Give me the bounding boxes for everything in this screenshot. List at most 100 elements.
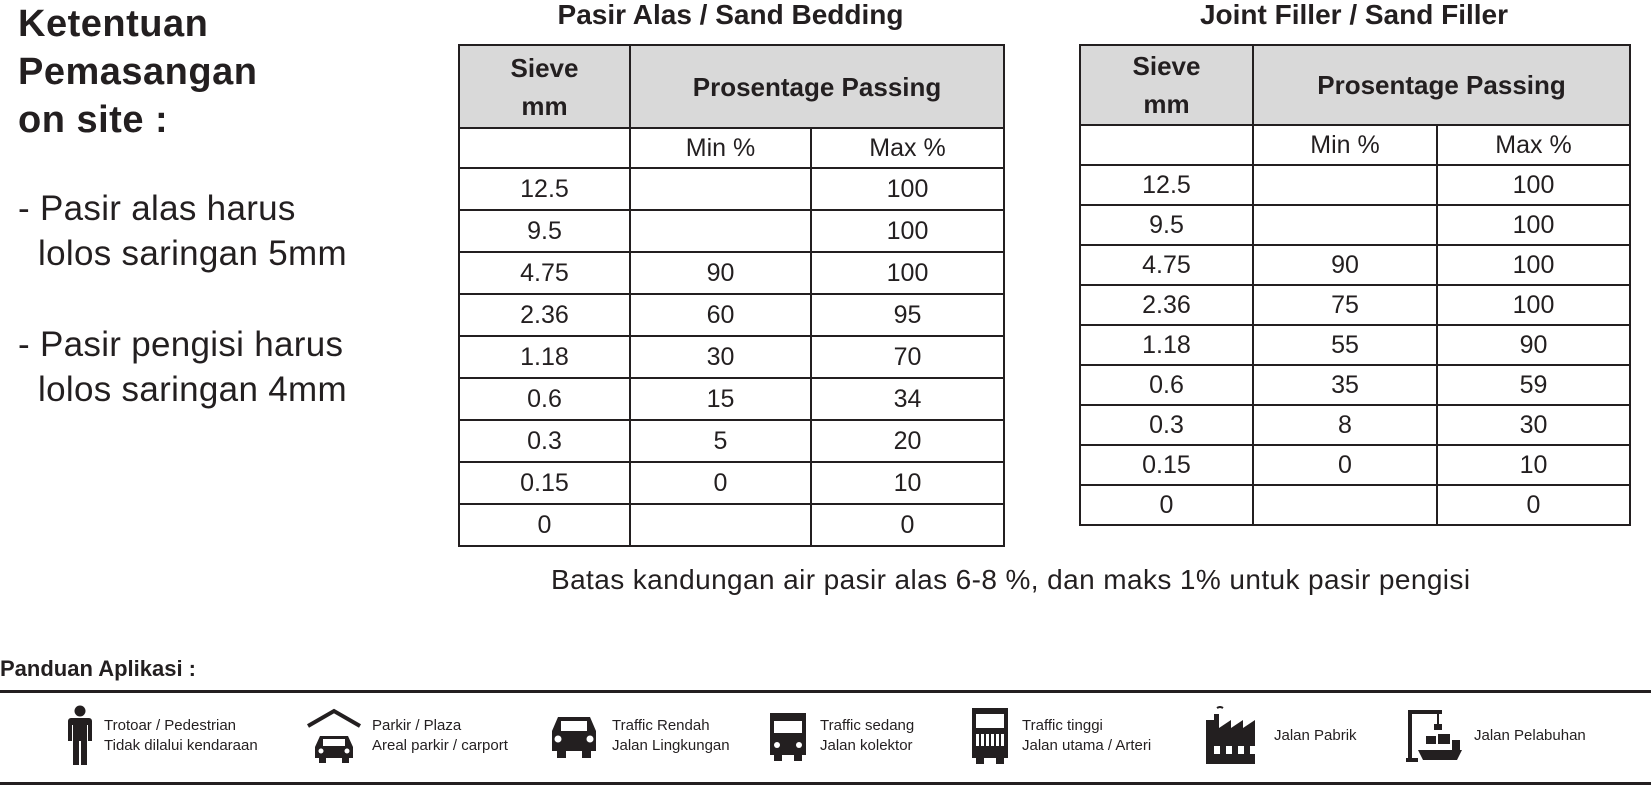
- moisture-footnote: Batas kandungan air pasir alas 6-8 %, da…: [551, 564, 1471, 595]
- application-text: Trotoar / Pedestrian Tidak dilalui kenda…: [104, 716, 258, 756]
- cell-sieve-size: 9.5: [1079, 204, 1254, 246]
- application-label: Traffic Rendah: [612, 717, 710, 734]
- page-heading: Ketentuan Pemasangan on site :: [18, 0, 257, 144]
- table-row: 1.18 30 70: [458, 335, 1006, 379]
- heading-line: on site :: [18, 99, 169, 141]
- truck-icon: [770, 713, 806, 761]
- table-row: 12.5 100: [1079, 164, 1632, 206]
- table-title: Joint Filler / Sand Filler: [1199, 0, 1509, 30]
- application-text: Jalan Pabrik: [1274, 726, 1357, 746]
- table-row: 9.5 100: [1079, 204, 1632, 246]
- cell-min-percent: 60: [629, 293, 812, 337]
- cell-max-percent: 100: [809, 167, 1006, 211]
- cell-max-percent: 0: [1435, 484, 1632, 526]
- table-body: 12.5 100 9.5 100 4.75 90 100 2.36 75 100 1.18 55 90 0…: [1079, 164, 1632, 526]
- cell-max-percent: 95: [809, 293, 1006, 337]
- cell-sieve-size: 2.36: [458, 293, 631, 337]
- cell-min-percent: 0: [1252, 444, 1438, 486]
- heavy-truck-icon: [972, 708, 1008, 764]
- cell-sieve-size: 0.15: [1079, 444, 1254, 486]
- cell-min-percent: 55: [1252, 324, 1438, 366]
- heading-line: Pemasangan: [18, 51, 258, 93]
- cell-sieve-size: 0.6: [1079, 364, 1254, 406]
- port-crane-icon: [1406, 710, 1462, 762]
- header-min: Min %: [629, 127, 812, 169]
- section-title-panduan: Panduan Aplikasi :: [0, 656, 197, 681]
- cell-max-percent: 70: [809, 335, 1006, 379]
- application-pedestrian: Trotoar / Pedestrian Tidak dilalui kenda…: [66, 704, 258, 768]
- table-row: 12.5 100: [458, 167, 1006, 211]
- cell-max-percent: 0: [809, 503, 1006, 547]
- cell-min-percent: [629, 167, 812, 211]
- cell-sieve-size: 0.6: [458, 377, 631, 421]
- pedestrian-icon: [68, 705, 92, 765]
- note-line: - Pasir pengisi harus: [18, 325, 344, 364]
- table-row: 0.15 0 10: [1079, 444, 1632, 486]
- header-empty-cell: [1079, 124, 1254, 166]
- cell-max-percent: 100: [1435, 244, 1632, 286]
- header-sieve-unit: mm: [1143, 89, 1190, 119]
- cell-min-percent: [629, 209, 812, 253]
- table-row: 0.3 8 30: [1079, 404, 1632, 446]
- cell-min-percent: [629, 503, 812, 547]
- cell-min-percent: [1252, 164, 1438, 206]
- cell-max-percent: 10: [1435, 444, 1632, 486]
- heading-line: Ketentuan: [18, 3, 209, 45]
- header-max: Max %: [809, 127, 1006, 169]
- cell-max-percent: 10: [809, 461, 1006, 505]
- table-title: Pasir Alas / Sand Bedding: [557, 0, 904, 30]
- application-label: Trotoar / Pedestrian: [104, 717, 237, 734]
- note-line: lolos saringan 5mm: [18, 234, 347, 273]
- cell-min-percent: 35: [1252, 364, 1438, 406]
- table-row: 0.3 5 20: [458, 419, 1006, 463]
- cell-sieve-size: 9.5: [458, 209, 631, 253]
- sieve-table-sand-filler: Sieve mm Prosentage Passing Min % Max % …: [1079, 44, 1632, 526]
- cell-sieve-size: 0: [458, 503, 631, 547]
- application-label: Jalan Pelabuhan: [1474, 727, 1586, 744]
- cell-sieve-size: 12.5: [1079, 164, 1254, 206]
- note-sand-bedding: - Pasir alas harus lolos saringan 5mm: [18, 186, 347, 276]
- table-row: 2.36 60 95: [458, 293, 1006, 337]
- application-text: Traffic sedang Jalan kolektor: [820, 716, 914, 756]
- cell-sieve-size: 0.3: [458, 419, 631, 463]
- cell-sieve-size: 0.3: [1079, 404, 1254, 446]
- application-sublabel: Jalan Lingkungan: [612, 737, 730, 754]
- cell-max-percent: 100: [1435, 204, 1632, 246]
- table-row: 0.15 0 10: [458, 461, 1006, 505]
- header-empty-cell: [458, 127, 631, 169]
- cell-sieve-size: 1.18: [458, 335, 631, 379]
- application-text: Jalan Pelabuhan: [1474, 726, 1586, 746]
- factory-icon: [1206, 706, 1256, 764]
- cell-max-percent: 100: [809, 209, 1006, 253]
- header-max: Max %: [1435, 124, 1632, 166]
- header-sieve-label: Sieve: [1132, 51, 1201, 81]
- application-label: Traffic tinggi: [1022, 717, 1103, 734]
- cell-min-percent: 75: [1252, 284, 1438, 326]
- note-sand-filler: - Pasir pengisi harus lolos saringan 4mm: [18, 322, 347, 412]
- car-icon: [552, 717, 596, 758]
- application-low-traffic: Traffic Rendah Jalan Lingkungan: [546, 704, 730, 768]
- cell-min-percent: 0: [629, 461, 812, 505]
- divider: [0, 690, 1651, 693]
- cell-sieve-size: 0: [1079, 484, 1254, 526]
- header-sieve-label: Sieve: [510, 52, 579, 83]
- sieve-table-sand-bedding: Sieve mm Prosentage Passing Min % Max % …: [458, 44, 1006, 547]
- cell-max-percent: 100: [1435, 284, 1632, 326]
- cell-min-percent: 90: [1252, 244, 1438, 286]
- cell-max-percent: 100: [809, 251, 1006, 295]
- cell-min-percent: 30: [629, 335, 812, 379]
- table-row: 1.18 55 90: [1079, 324, 1632, 366]
- table-row: 2.36 75 100: [1079, 284, 1632, 326]
- cell-sieve-size: 2.36: [1079, 284, 1254, 326]
- cell-max-percent: 59: [1435, 364, 1632, 406]
- cell-min-percent: [1252, 484, 1438, 526]
- cell-min-percent: 90: [629, 251, 812, 295]
- note-line: - Pasir alas harus: [18, 189, 296, 228]
- header-min: Min %: [1252, 124, 1438, 166]
- cell-max-percent: 90: [1435, 324, 1632, 366]
- application-high-traffic: Traffic tinggi Jalan utama / Arteri: [968, 704, 1151, 768]
- table-body: 12.5 100 9.5 100 4.75 90 100 2.36 60 95 1.18 30 70 0.…: [458, 167, 1006, 547]
- header-sieve: Sieve mm: [458, 44, 631, 129]
